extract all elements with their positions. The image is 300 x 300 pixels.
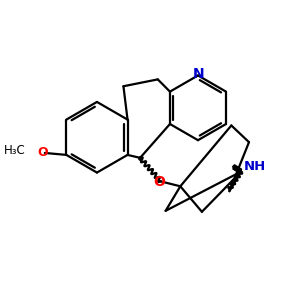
Text: NH: NH [244,160,266,173]
Text: N: N [193,68,205,82]
Text: O: O [38,146,48,159]
Text: O: O [153,176,165,189]
Text: H₃C: H₃C [3,145,25,158]
